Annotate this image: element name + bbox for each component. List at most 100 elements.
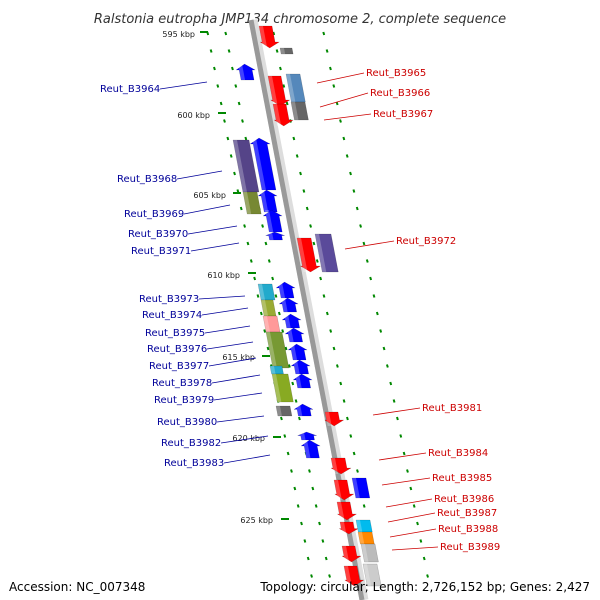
gene-label-reut-b3964[interactable]: Reut_B3964 — [100, 84, 160, 95]
label-leader — [190, 242, 240, 252]
gene-features — [232, 25, 382, 587]
gene-feature[interactable] — [292, 373, 314, 389]
tick-mark — [375, 311, 379, 316]
tick-mark — [264, 241, 268, 246]
tick-mark — [332, 84, 336, 88]
gene-label-reut-b3987[interactable]: Reut_B3987 — [437, 508, 497, 519]
gene-feature[interactable] — [333, 479, 355, 501]
gene-label-reut-b3980[interactable]: Reut_B3980 — [157, 417, 217, 428]
gene-feature[interactable] — [275, 405, 293, 417]
gene-feature[interactable] — [269, 365, 284, 375]
gene-feature[interactable] — [260, 299, 277, 317]
gene-feature[interactable] — [296, 237, 322, 273]
label-leader — [201, 307, 249, 316]
tick-mark — [300, 521, 303, 526]
tick-mark — [325, 49, 329, 53]
tick-mark — [342, 136, 346, 141]
gene-label-reut-b3975[interactable]: Reut_B3975 — [145, 328, 205, 339]
gene-feature[interactable] — [357, 531, 375, 545]
gene-label-reut-b3972[interactable]: Reut_B3972 — [396, 236, 456, 247]
gene-feature[interactable] — [362, 563, 382, 587]
gene-feature[interactable] — [279, 47, 294, 55]
gene-feature[interactable] — [355, 519, 373, 533]
gene-label-reut-b3979[interactable]: Reut_B3979 — [154, 395, 214, 406]
topology-text: Topology: circular; Length: 2,726,152 bp… — [260, 580, 590, 594]
gene-feature[interactable] — [336, 501, 358, 521]
gene-label-reut-b3977[interactable]: Reut_B3977 — [149, 361, 209, 372]
gene-label-reut-b3965[interactable]: Reut_B3965 — [366, 68, 426, 79]
gene-feature[interactable] — [232, 139, 260, 193]
tick-mark — [325, 311, 329, 316]
gene-label-reut-b3989[interactable]: Reut_B3989 — [440, 542, 500, 553]
tick-mark — [219, 101, 223, 106]
tick-mark — [285, 101, 289, 106]
gene-feature[interactable] — [272, 103, 295, 127]
tick-mark — [335, 364, 339, 368]
gene-feature[interactable] — [242, 191, 262, 215]
gene-feature[interactable] — [290, 101, 309, 121]
gene-feature[interactable] — [275, 281, 297, 299]
tick-mark — [382, 346, 386, 351]
gene-feature[interactable] — [297, 431, 317, 441]
gene-label-reut-b3988[interactable]: Reut_B3988 — [438, 524, 498, 535]
gene-feature[interactable] — [257, 189, 279, 213]
gene-label-reut-b3969[interactable]: Reut_B3969 — [124, 209, 184, 220]
gene-feature[interactable] — [284, 327, 306, 343]
gene-label-reut-b3984[interactable]: Reut_B3984 — [428, 448, 488, 459]
gene-feature[interactable] — [258, 25, 281, 49]
tick-mark — [243, 224, 246, 228]
tick-mark — [293, 486, 297, 491]
gene-feature[interactable] — [285, 73, 306, 103]
gene-labels: Reut_B3964 Reut_B3968 Reut_B3969 Reut_B3970… — [100, 68, 500, 553]
gene-label-reut-b3973[interactable]: Reut_B3973 — [139, 294, 199, 305]
tick-mark — [352, 451, 356, 456]
gene-label-reut-b3978[interactable]: Reut_B3978 — [152, 378, 212, 389]
gene-feature[interactable] — [293, 403, 314, 417]
gene-feature[interactable] — [338, 521, 360, 535]
gene-feature[interactable] — [262, 315, 281, 333]
gene-label-reut-b3983[interactable]: Reut_B3983 — [164, 458, 224, 469]
gene-label-reut-b3971[interactable]: Reut_B3971 — [131, 246, 191, 257]
gene-feature[interactable] — [235, 63, 257, 81]
gene-feature[interactable] — [281, 313, 303, 329]
gene-feature[interactable] — [267, 75, 291, 107]
label-leader — [208, 357, 257, 367]
gene-feature[interactable] — [330, 457, 352, 475]
gene-label-reut-b3982[interactable]: Reut_B3982 — [161, 438, 221, 449]
tick-mark — [261, 224, 264, 228]
tick-mark — [224, 31, 228, 36]
gene-feature[interactable] — [360, 543, 379, 563]
gene-feature[interactable] — [265, 231, 285, 241]
gene-label-reut-b3974[interactable]: Reut_B3974 — [142, 310, 202, 321]
gene-label-reut-b3976[interactable]: Reut_B3976 — [147, 344, 207, 355]
tick-mark — [249, 259, 253, 263]
gene-feature[interactable] — [323, 411, 345, 427]
gene-feature[interactable] — [314, 233, 339, 273]
label-leader — [372, 407, 421, 416]
gene-feature[interactable] — [278, 297, 300, 313]
tick-mark — [396, 416, 399, 421]
gene-label-reut-b3967[interactable]: Reut_B3967 — [373, 109, 433, 120]
gene-feature[interactable] — [249, 137, 277, 191]
gene-feature[interactable] — [290, 359, 312, 375]
gene-label-reut-b3981[interactable]: Reut_B3981 — [422, 403, 482, 414]
label-leader — [183, 204, 231, 215]
tick-mark — [209, 49, 213, 53]
tick-mark — [280, 416, 283, 421]
gene-feature[interactable] — [287, 343, 309, 361]
gene-label-reut-b3986[interactable]: Reut_B3986 — [434, 494, 494, 505]
gene-feature[interactable] — [300, 439, 322, 459]
tick-mark — [282, 84, 286, 88]
gene-feature[interactable] — [351, 477, 371, 499]
tick-mark — [365, 259, 369, 263]
gene-feature[interactable] — [257, 283, 276, 301]
gene-label-reut-b3966[interactable]: Reut_B3966 — [370, 88, 430, 99]
gene-feature[interactable] — [265, 331, 290, 369]
gene-label-reut-b3968[interactable]: Reut_B3968 — [117, 174, 177, 185]
gene-feature[interactable] — [343, 565, 365, 587]
gene-label-reut-b3985[interactable]: Reut_B3985 — [432, 473, 492, 484]
gene-feature[interactable] — [271, 373, 294, 403]
gene-feature[interactable] — [262, 209, 284, 233]
gene-label-reut-b3970[interactable]: Reut_B3970 — [128, 229, 188, 240]
gene-feature[interactable] — [341, 545, 362, 563]
